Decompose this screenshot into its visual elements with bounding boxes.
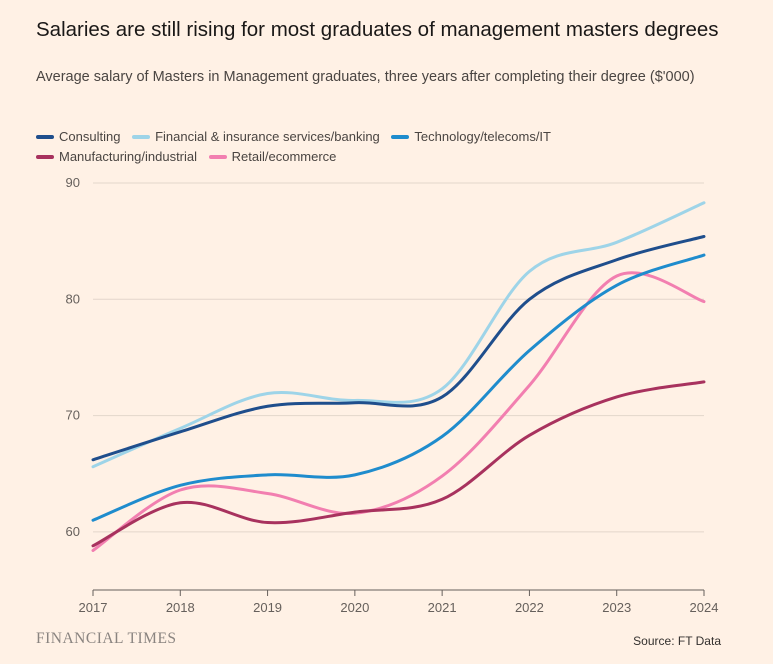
axes: 60 70 80 90 2017 2018 2019 2020 2021 2022 2023 2024: [66, 175, 719, 615]
legend-item-financial: Financial & insurance services/banking: [132, 128, 380, 146]
legend-swatch-technology: [391, 135, 410, 139]
series-line-manufacturing-industrial: [91, 380, 706, 548]
legend-item-consulting: Consulting: [36, 128, 120, 146]
legend-item-manufacturing: Manufacturing/industrial: [36, 148, 197, 166]
legend-label-financial: Financial & insurance services/banking: [155, 129, 380, 144]
series-line-retail-ecommerce: [91, 271, 706, 552]
legend-swatch-retail: [208, 155, 227, 159]
gridlines: [93, 182, 704, 533]
series-line-technology-telecoms-it: [91, 253, 706, 522]
legend-label-retail: Retail/ecommerce: [231, 149, 337, 164]
legend-swatch-financial: [132, 135, 151, 139]
chart-title: Salaries are still rising for most gradu…: [36, 18, 719, 41]
y-tick-label-80: 80: [66, 291, 80, 306]
legend-swatch-consulting: [36, 135, 54, 139]
series-line-consulting: [91, 234, 706, 462]
legend-label-consulting: Consulting: [59, 129, 121, 144]
series-line-financial-insurance-services-banking: [91, 201, 706, 469]
legend-swatch-manufacturing: [36, 155, 54, 159]
x-tick-label-2022: 2022: [515, 600, 544, 615]
legend-label-manufacturing: Manufacturing/industrial: [59, 149, 198, 164]
x-tick-label-2020: 2020: [340, 600, 369, 615]
series-lines: [91, 201, 706, 552]
y-tick-label-60: 60: [66, 524, 80, 539]
x-tick-label-2018: 2018: [166, 600, 195, 615]
ft-logo-text: FINANCIAL TIMES: [36, 630, 177, 647]
legend: Consulting Financial & insurance service…: [36, 126, 736, 166]
chart-subtitle: Average salary of Masters in Management …: [36, 69, 695, 85]
y-tick-label-70: 70: [66, 408, 80, 423]
x-tick-label-2017: 2017: [79, 600, 108, 615]
legend-item-retail: Retail/ecommerce: [208, 148, 337, 166]
x-tick-label-2024: 2024: [690, 600, 719, 615]
legend-label-technology: Technology/telecoms/IT: [414, 129, 551, 144]
y-tick-label-90: 90: [66, 175, 80, 190]
x-tick-label-2021: 2021: [428, 600, 457, 615]
x-tick-label-2019: 2019: [253, 600, 282, 615]
x-tick-label-2023: 2023: [602, 600, 631, 615]
source-note: Source: FT Data: [633, 634, 721, 648]
legend-item-technology: Technology/telecoms/IT: [391, 128, 551, 146]
